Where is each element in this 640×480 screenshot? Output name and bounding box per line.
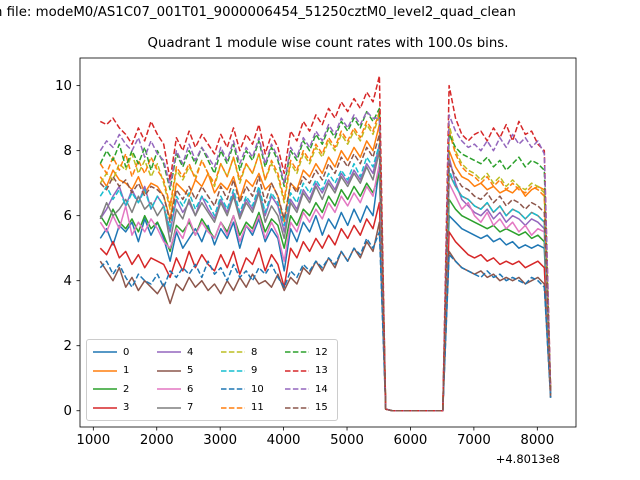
legend-item-6: 6: [157, 382, 193, 396]
x-tick-label-4000: 4000: [267, 433, 301, 448]
legend-swatch: [157, 369, 181, 372]
legend-swatch: [221, 406, 245, 409]
legend-label-11: 11: [251, 402, 264, 413]
legend-item-10: 10: [221, 382, 264, 396]
legend-swatch: [285, 388, 309, 390]
legend-swatch: [285, 351, 309, 353]
legend-label-2: 2: [123, 383, 130, 395]
legend-swatch: [157, 388, 181, 390]
legend-label-3: 3: [123, 402, 130, 413]
legend-swatch: [93, 406, 117, 409]
series-line-14: [99, 110, 552, 412]
series-line-10: [99, 231, 552, 412]
legend-swatch: [157, 351, 181, 353]
legend-item-4: 4: [157, 345, 193, 359]
legend-item-9: 9: [221, 364, 257, 378]
series-line-3: [99, 201, 552, 412]
legend-label-15: 15: [315, 402, 328, 413]
legend-item-12: 12: [285, 345, 328, 359]
legend-label-4: 4: [187, 346, 194, 358]
legend-item-2: 2: [93, 382, 129, 396]
legend: 0 1 2 3 4 5 6 7 8 9 10 11 12 13 14 15: [86, 339, 338, 421]
x-tick-label-8000: 8000: [520, 433, 554, 448]
legend-label-12: 12: [315, 346, 328, 358]
series-line-15: [99, 133, 552, 412]
y-tick-label-6: 6: [64, 209, 72, 224]
x-offset-label: +4.8013e8: [495, 452, 560, 466]
legend-swatch: [93, 351, 117, 353]
legend-swatch: [221, 388, 245, 390]
x-tick-label-1000: 1000: [76, 433, 110, 448]
legend-item-15: 15: [285, 401, 328, 415]
series-line-0: [99, 166, 552, 412]
x-tick-label-7000: 7000: [457, 433, 491, 448]
y-tick-label-8: 8: [64, 144, 72, 159]
legend-label-9: 9: [251, 365, 258, 376]
series-line-13: [99, 75, 552, 412]
series-line-9: [99, 143, 552, 412]
legend-item-0: 0: [93, 345, 129, 359]
y-tick-label-10: 10: [55, 79, 72, 94]
legend-item-7: 7: [157, 401, 193, 415]
series-line-5: [99, 221, 552, 412]
y-tick-label-4: 4: [64, 274, 72, 289]
legend-swatch: [93, 388, 117, 390]
legend-label-5: 5: [187, 365, 194, 376]
legend-label-10: 10: [251, 383, 264, 395]
series-line-11: [99, 110, 552, 412]
legend-label-7: 7: [187, 402, 194, 413]
legend-swatch: [221, 369, 245, 372]
legend-swatch: [221, 351, 245, 353]
legend-item-14: 14: [285, 382, 328, 396]
legend-label-0: 0: [123, 346, 130, 358]
legend-swatch: [285, 406, 309, 409]
x-tick-label-6000: 6000: [394, 433, 428, 448]
legend-label-1: 1: [123, 365, 130, 376]
series-line-1: [99, 123, 552, 412]
legend-label-13: 13: [315, 365, 328, 376]
legend-item-1: 1: [93, 364, 129, 378]
legend-label-6: 6: [187, 383, 194, 395]
legend-item-5: 5: [157, 364, 193, 378]
legend-label-8: 8: [251, 346, 258, 358]
legend-item-11: 11: [221, 401, 264, 415]
axes-frame: [79, 57, 577, 428]
legend-swatch: [285, 369, 309, 372]
x-tick-label-2000: 2000: [140, 433, 174, 448]
x-tick-label-3000: 3000: [203, 433, 237, 448]
legend-label-14: 14: [315, 383, 328, 395]
y-tick-label-0: 0: [64, 404, 72, 419]
x-tick-label-5000: 5000: [330, 433, 364, 448]
legend-item-8: 8: [221, 345, 257, 359]
y-tick-label-2: 2: [64, 339, 72, 354]
series-line-6: [99, 162, 552, 412]
legend-swatch: [93, 369, 117, 372]
legend-item-3: 3: [93, 401, 129, 415]
chart-title: Quadrant 1 module wise count rates with …: [147, 36, 509, 51]
figure-suptitle: n file: modeM0/AS1C07_001T01_9000006454_…: [0, 5, 516, 20]
legend-swatch: [157, 406, 181, 409]
legend-item-13: 13: [285, 364, 328, 378]
